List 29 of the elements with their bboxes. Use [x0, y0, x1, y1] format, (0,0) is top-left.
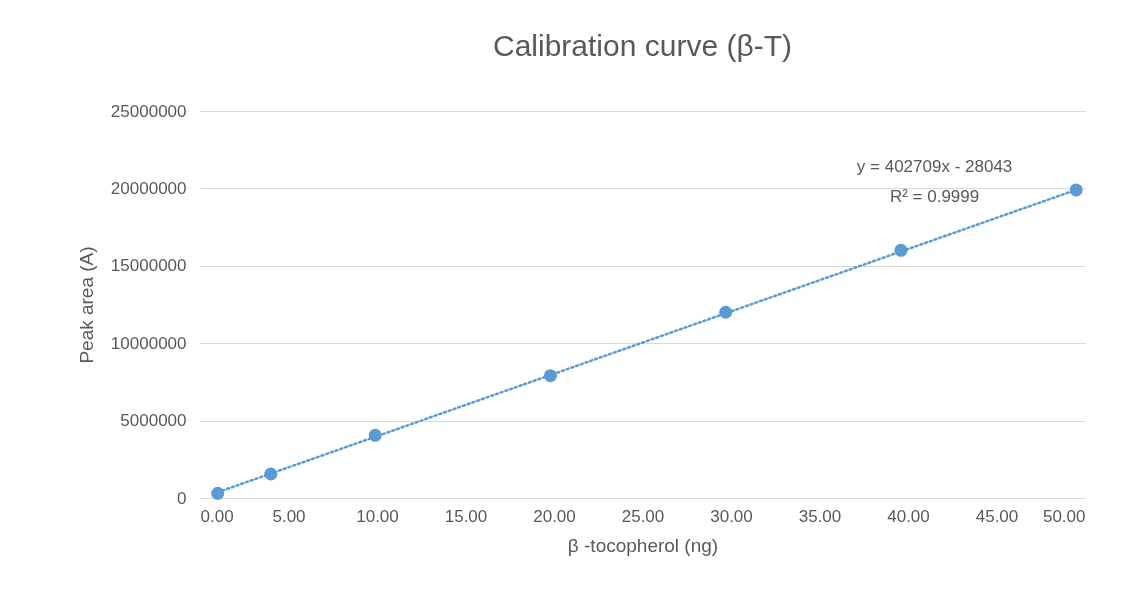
x-tick-label: 15.00 [444, 506, 488, 526]
point [543, 369, 557, 383]
chart-title: Calibration curve (β-T) [493, 29, 792, 62]
point [1069, 183, 1083, 197]
point [719, 305, 733, 319]
x-tick-label: 35.00 [798, 506, 842, 526]
x-tick-label: 10.00 [356, 506, 399, 526]
x-tick-label: 25.00 [621, 506, 665, 526]
y-axis-title: Peak area (A) [75, 246, 97, 364]
point [211, 486, 225, 500]
point [368, 428, 382, 442]
y-tick-label: 10000000 [110, 333, 187, 353]
x-tick-label: 0.00 [200, 506, 234, 526]
x-tick-label: 20.00 [533, 506, 576, 526]
annotation: y = 402709x - 28043 [856, 157, 1013, 176]
annotation: R² = 0.9999 [889, 187, 980, 206]
x-tick-label: 45.00 [975, 506, 1019, 526]
x-tick-label: 50.00 [1042, 506, 1086, 526]
point [894, 243, 908, 257]
x-axis-title: β -tocopherol (ng) [567, 534, 719, 556]
y-tick-label: 15000000 [110, 256, 187, 276]
x-tick-label: 30.00 [710, 506, 753, 526]
y-tick-label: 20000000 [110, 178, 187, 198]
y-tick-label: 0 [177, 488, 187, 508]
x-tick-label: 5.00 [272, 506, 306, 526]
x-tick-label: 40.00 [887, 506, 930, 526]
y-tick-label: 25000000 [110, 101, 187, 121]
point [264, 467, 278, 481]
y-tick-label: 5000000 [120, 411, 187, 431]
